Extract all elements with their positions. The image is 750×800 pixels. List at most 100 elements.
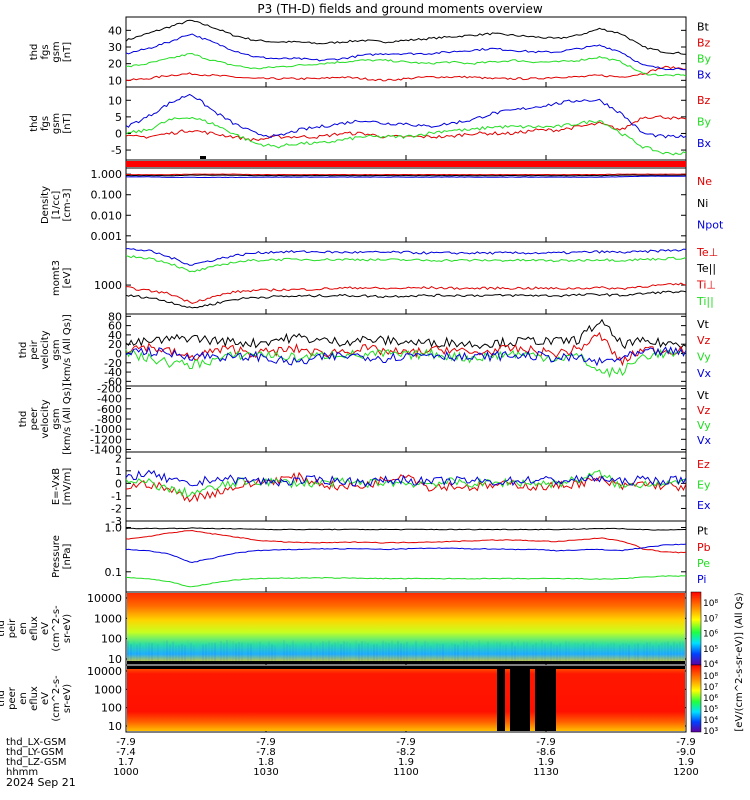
- x-tick-value-ly: -7.8: [256, 747, 276, 758]
- y-tick-label: -600: [97, 403, 122, 416]
- x-row-label: hhmm: [6, 767, 38, 778]
- y-axis-label: thdfgsgsm[nT]: [29, 41, 73, 62]
- legend-entry: Ez: [697, 458, 710, 471]
- legend-entry: Vt: [697, 318, 710, 331]
- y-tick-label: 40: [108, 24, 122, 37]
- y-axis-label-line: [1/cc]: [51, 191, 62, 220]
- legend-entry: Ey: [697, 478, 711, 491]
- y-axis-label-line: thd: [0, 620, 7, 637]
- y-axis-label-line: thd: [0, 690, 7, 707]
- y-axis-label-line: sr-eV): [62, 614, 73, 643]
- y-tick-label: -1000: [90, 423, 122, 436]
- y-axis-label-line: Density: [40, 186, 51, 224]
- legend-entry: Bz: [697, 36, 711, 49]
- legend-entry: Vx: [697, 434, 712, 447]
- data-gap-bar: [535, 666, 556, 731]
- y-axis-label-line: momt3: [51, 260, 62, 296]
- y-tick-label: 5: [115, 111, 122, 124]
- colorbar: [690, 664, 702, 733]
- y-tick-label: 30: [108, 41, 122, 54]
- series-line-By: [125, 52, 687, 77]
- y-axis-label-line: [mV/m]: [62, 468, 73, 506]
- series-line-Bz: [125, 65, 687, 82]
- x-tick-value-lz: 1.7: [118, 757, 134, 768]
- y-tick-label: 0: [115, 347, 122, 360]
- colorbar-tick: 10⁴: [703, 716, 718, 726]
- y-axis-label-line: gsm: [51, 41, 62, 62]
- y-tick-label: 20: [108, 338, 122, 351]
- y-axis-label-line: thd: [29, 115, 40, 132]
- y-axis-label-line: (cm^2-s-: [51, 605, 62, 652]
- y-tick-label: 20: [108, 58, 122, 71]
- x-tick-value-hhmm: 1200: [673, 767, 698, 778]
- y-tick-label: 40: [108, 329, 122, 342]
- colorbar-tick: 10⁶: [703, 630, 718, 640]
- series-line-Ez: [125, 471, 687, 503]
- panel-frame: [125, 241, 687, 315]
- y-tick-label: -400: [97, 393, 122, 406]
- heatmap-top-line: [127, 666, 685, 669]
- legend-entry: Bx: [697, 68, 712, 81]
- legend-entry: Vy: [697, 351, 711, 364]
- y-axis-label-line: [km/s (All Qs)]: [62, 314, 73, 386]
- colorbar-tick: 10⁸: [703, 672, 718, 682]
- y-axis-label: thdfgsgsm[nT]: [29, 113, 73, 134]
- colorbar-tick: 10⁴: [703, 660, 718, 670]
- legend-entry: Vz: [697, 334, 711, 347]
- y-axis-label-line: [nPa]: [62, 543, 73, 569]
- y-tick-label: 0.1: [105, 566, 123, 579]
- x-axis-labels: thd_LX-GSMthd_LY-GSMthd_LZ-GSMhhmm-7.9-7…: [6, 737, 699, 778]
- legend-entry: Pb: [697, 541, 711, 554]
- colorbar: [690, 591, 702, 666]
- legend-entry: By: [697, 115, 712, 128]
- series-line-Te||: [125, 290, 687, 309]
- x-tick-value-lz: 1.9: [398, 757, 414, 768]
- x-tick-value-hhmm: 1030: [253, 767, 278, 778]
- y-tick-label: 1.0: [105, 521, 123, 534]
- y-axis-label-line: thd: [29, 44, 40, 61]
- y-axis-label-line: [cm-3]: [62, 188, 73, 221]
- colorbars: 10⁸10⁷10⁶10⁵10⁴10⁸10⁷10⁶10⁵10⁴10³[eV/(cm…: [690, 591, 745, 737]
- y-tick-label: -40: [104, 366, 122, 379]
- colorbar-tick: 10⁸: [703, 599, 718, 609]
- legend-entry: Bt: [697, 21, 710, 34]
- series-line-Npot: [125, 175, 687, 179]
- panel-frame: [125, 16, 687, 88]
- y-tick-label: 1000: [94, 279, 122, 292]
- x-row-label: thd_LY-GSM: [6, 747, 63, 758]
- mode-bar-mark: [200, 156, 206, 159]
- series-line-Ex: [125, 469, 687, 488]
- panel-10: 10000 1000 100 10 thdpeerenefluxeV(cm^2-s-sr…: [0, 664, 687, 733]
- series-line-Pb: [125, 529, 687, 554]
- y-axis-label: thdpeerenefluxeV(cm^2-s-sr-eV): [0, 675, 73, 722]
- data-gap-bar: [510, 666, 530, 731]
- legend-entry: Ti||: [696, 295, 714, 308]
- panel-4: 1000 momt3[eV] Te⊥ Te|| Ti⊥ Ti||: [51, 241, 718, 315]
- x-tick-value-hhmm: 1000: [113, 767, 138, 778]
- mode-bar: [126, 161, 686, 167]
- legend-entry: Bz: [697, 94, 711, 107]
- plot-title: P3 (TH-D) fields and ground moments over…: [257, 2, 542, 16]
- series-line-Pe: [125, 575, 686, 588]
- legend-entry: Ex: [697, 499, 711, 512]
- colorbar-tick: 10⁵: [703, 645, 718, 655]
- y-axis-label-line: fgs: [40, 116, 51, 131]
- y-tick-label: 1.000: [91, 168, 123, 181]
- y-axis-label: E=-VxB[mV/m]: [51, 468, 73, 506]
- panel-frame: [125, 520, 687, 593]
- y-axis-label-line: thd: [18, 411, 29, 428]
- series-line-Vx: [125, 346, 687, 367]
- series-line-Vt: [125, 318, 687, 350]
- y-axis-label-line: en: [18, 622, 29, 635]
- legend-entry: Bx: [697, 137, 712, 150]
- x-tick-value-lx: -7.9: [256, 737, 276, 748]
- colorbar-tick: 10⁵: [703, 705, 718, 715]
- y-axis-label-line: eflux: [29, 616, 40, 641]
- panel-9: 10000 1000 100 10 thdpeirenefluxeV(cm^2-s-sr…: [0, 591, 687, 666]
- y-axis-label-line: eflux: [29, 686, 40, 711]
- x-tick-value-ly: -7.4: [116, 747, 136, 758]
- panel-frame: [125, 451, 687, 522]
- legend-entry: Vt: [697, 389, 710, 402]
